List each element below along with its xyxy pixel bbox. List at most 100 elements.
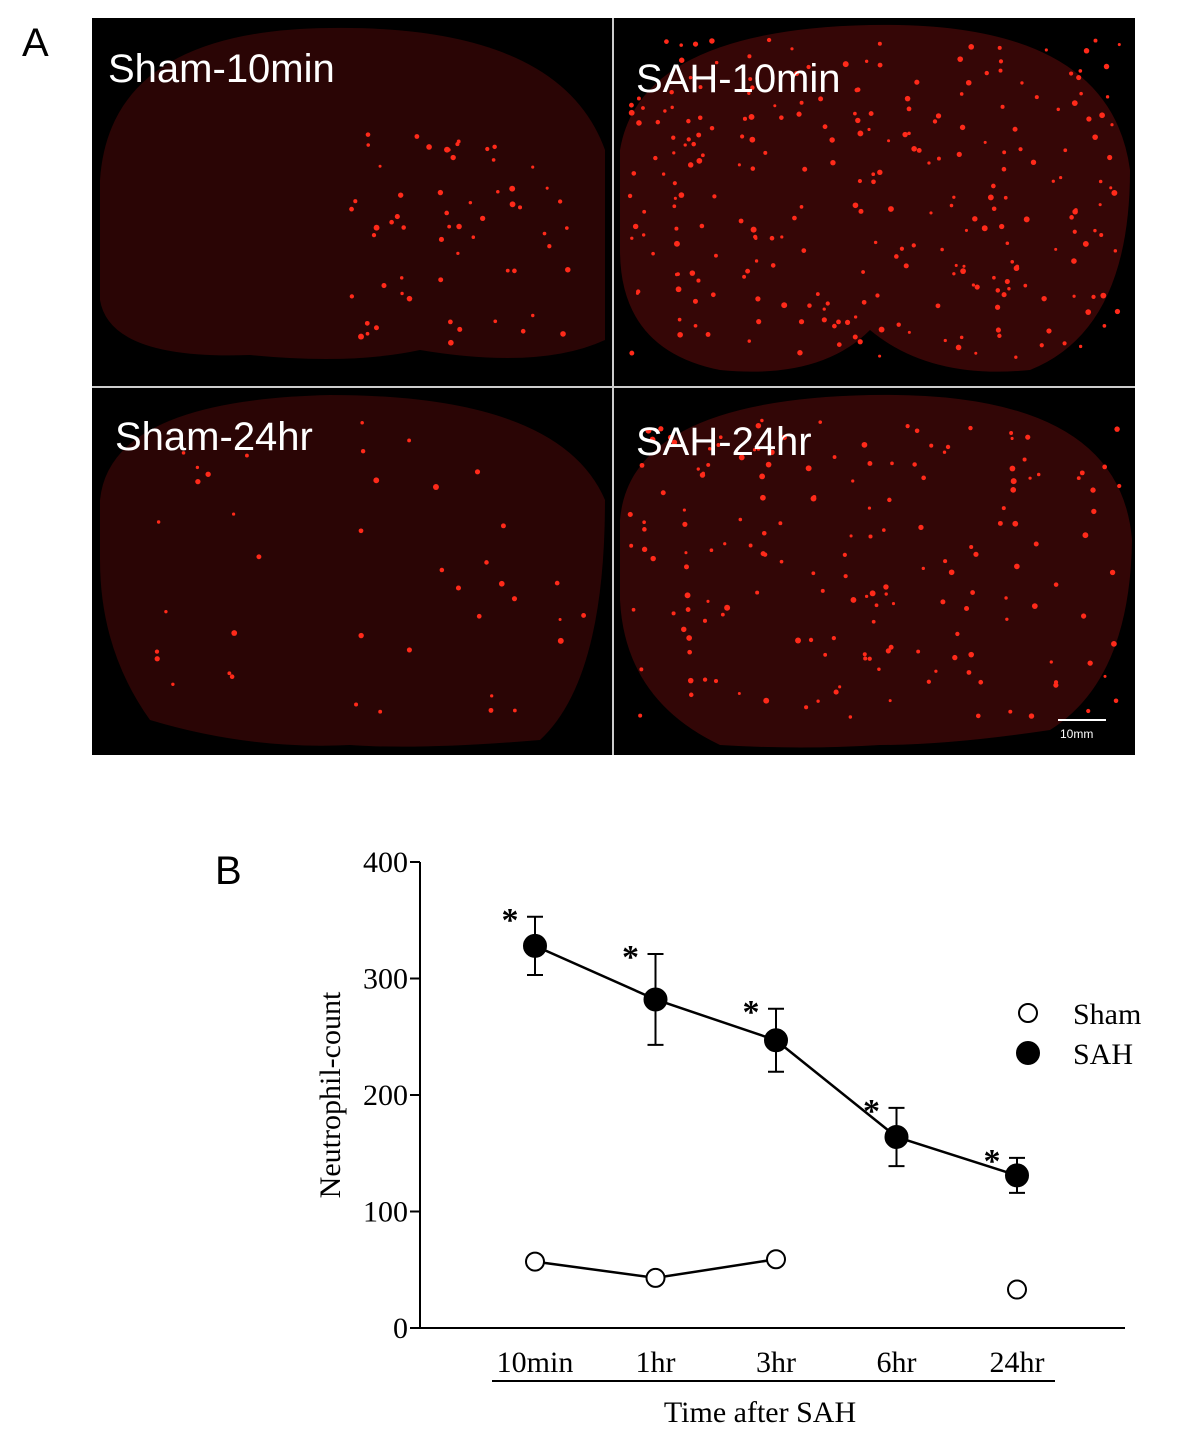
cell-dot xyxy=(484,560,489,565)
cell-dot xyxy=(1093,38,1098,43)
cell-dot xyxy=(480,215,486,222)
cell-dot xyxy=(760,418,764,423)
cell-dot xyxy=(564,226,569,230)
data-point xyxy=(764,1028,788,1053)
cell-dot xyxy=(998,68,1003,73)
cell-dot xyxy=(855,87,861,93)
cell-dot xyxy=(520,328,526,334)
cell-dot xyxy=(1071,100,1078,107)
cell-dot xyxy=(1028,476,1032,480)
cell-dot xyxy=(952,654,958,661)
cell-dot xyxy=(894,254,899,259)
cell-dot xyxy=(971,283,976,287)
cell-dot xyxy=(1053,582,1059,587)
cell-dot xyxy=(456,251,460,256)
cell-dot xyxy=(875,293,880,298)
cell-dot xyxy=(394,214,400,220)
cell-dot xyxy=(914,428,920,434)
scale-bar-label: 10mm xyxy=(1060,727,1093,741)
cell-dot xyxy=(693,323,698,328)
cell-dot xyxy=(1063,148,1068,153)
cell-dot xyxy=(911,243,916,248)
cell-dot xyxy=(365,132,371,137)
cell-dot xyxy=(639,462,645,468)
cell-dot xyxy=(444,210,450,216)
cell-dot xyxy=(639,667,644,672)
cell-dot xyxy=(205,471,211,477)
cell-dot xyxy=(765,461,772,468)
cell-dot xyxy=(531,165,535,169)
cell-dot xyxy=(750,226,757,233)
cell-dot xyxy=(1082,532,1089,539)
cell-dot xyxy=(181,451,186,455)
cell-dot xyxy=(645,427,652,434)
cell-dot xyxy=(630,236,634,240)
cell-dot xyxy=(914,79,920,85)
cell-dot xyxy=(911,146,917,152)
cell-dot xyxy=(873,240,878,245)
cell-dot xyxy=(406,295,413,302)
cell-dot xyxy=(628,109,635,116)
data-point xyxy=(1005,1163,1029,1188)
cell-dot xyxy=(358,333,364,340)
cell-dot xyxy=(792,215,797,221)
cell-dot xyxy=(360,449,366,454)
cell-dot xyxy=(696,132,702,138)
cell-dot xyxy=(878,326,885,333)
cell-dot xyxy=(476,613,482,619)
cell-dot xyxy=(821,317,827,323)
cell-dot xyxy=(512,268,517,274)
cell-dot xyxy=(707,446,712,451)
cell-dot xyxy=(954,263,958,267)
cell-dot xyxy=(354,702,359,707)
cell-dot xyxy=(929,211,933,215)
cell-dot xyxy=(1113,698,1119,703)
cell-dot xyxy=(805,465,812,472)
cell-dot xyxy=(874,603,879,608)
cell-dot xyxy=(742,116,748,121)
cell-dot xyxy=(1085,309,1092,315)
cell-dot xyxy=(1004,278,1010,285)
cell-dot xyxy=(896,322,901,327)
cell-dot xyxy=(747,54,752,59)
cell-dot xyxy=(766,37,772,43)
brain-section xyxy=(100,27,605,359)
cell-dot xyxy=(229,674,235,680)
cell-dot xyxy=(825,301,830,306)
cell-dot xyxy=(378,164,382,168)
cell-dot xyxy=(1056,107,1060,112)
cell-dot xyxy=(952,195,956,199)
cell-dot xyxy=(877,169,883,176)
cell-dot xyxy=(671,611,676,616)
cell-dot xyxy=(636,120,642,126)
cell-dot xyxy=(1080,613,1087,619)
cell-dot xyxy=(373,477,380,484)
cell-dot xyxy=(998,59,1004,64)
cell-dot xyxy=(779,438,783,442)
data-point xyxy=(643,987,668,1012)
cell-dot xyxy=(397,192,404,198)
cell-dot xyxy=(871,619,876,624)
cell-dot xyxy=(755,296,761,302)
cell-dot xyxy=(629,350,635,356)
significance-mark: * xyxy=(622,939,639,976)
cell-dot xyxy=(935,113,942,119)
cell-dot xyxy=(891,602,896,606)
cell-dot xyxy=(1093,228,1097,233)
cell-dot xyxy=(671,439,678,446)
cell-dot xyxy=(745,268,751,274)
cell-dot xyxy=(1079,470,1085,476)
cell-dot xyxy=(1090,487,1096,493)
cell-dot xyxy=(864,59,869,63)
cell-dot xyxy=(366,143,371,147)
cell-dot xyxy=(437,189,444,196)
cell-dot xyxy=(1054,247,1058,251)
cell-dot xyxy=(358,528,364,534)
cell-dot xyxy=(195,465,200,470)
cell-dot xyxy=(670,105,674,110)
cell-dot xyxy=(871,179,876,185)
cell-dot xyxy=(709,125,715,131)
cell-dot xyxy=(962,264,966,268)
cell-dot xyxy=(1109,186,1113,190)
cell-dot xyxy=(799,100,804,105)
